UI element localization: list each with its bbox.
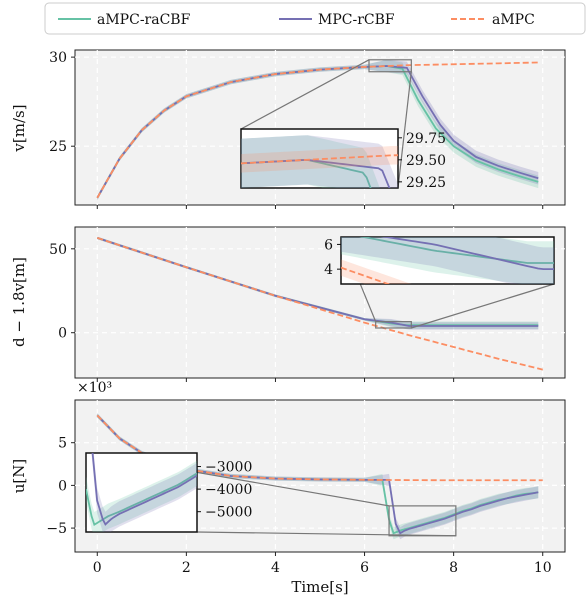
- inset-plot: [86, 453, 197, 532]
- panel-input-inset: −3000 −4000 −5000: [85, 452, 457, 537]
- inset-tick-label-1: 29.50: [406, 153, 446, 169]
- inset-tick-label-0: 4: [324, 262, 333, 278]
- panel-velocity-ylabel: v[m/s]: [10, 104, 28, 152]
- panel-distance-grid: [75, 227, 565, 378]
- y-tick-label-0: −5: [46, 521, 67, 537]
- panel-distance-inset: 46: [324, 236, 555, 329]
- series-line-ampc: [96, 414, 543, 482]
- panel-distance: 050 d − 1.8v[m] 46: [10, 226, 566, 382]
- x-tick-label-4: 8: [449, 560, 458, 576]
- zoom-connector-2: [196, 531, 456, 537]
- inset-line-ampc: [341, 266, 391, 284]
- y-tick-label-0: 25: [49, 139, 67, 155]
- panel-velocity: 25 30 v[m/s] 29.25 29.50 29.75: [10, 49, 566, 209]
- series-line-ampc: [96, 61, 539, 199]
- zoom-region: [375, 321, 412, 329]
- zoom-connector-2: [397, 71, 412, 189]
- panel-input-multiplier: ×10³: [77, 380, 112, 396]
- panel-input: −5 0 5 0 2 4 6 8 10 u[N] ×10³ Time[s] −3000 −4000…: [10, 380, 566, 596]
- inset-band-ampc: [341, 259, 412, 284]
- inset-band-ampc: [241, 145, 398, 173]
- inset-line-mpc-rcbf: [91, 453, 197, 526]
- panel-distance-ylabel: d − 1.8v[m]: [10, 257, 28, 347]
- panel-input-lines: [96, 414, 543, 535]
- inset-frame: [240, 128, 399, 189]
- legend-label-1: MPC-rCBF: [318, 12, 395, 28]
- inset-tick-label-1: 6: [324, 237, 333, 253]
- y-tick-label-2: 5: [58, 436, 67, 452]
- x-tick-label-1: 2: [182, 560, 191, 576]
- inset-band-ampc-racbf: [241, 135, 380, 188]
- zoom-connector-2: [411, 283, 555, 329]
- panel-velocity-lines: [96, 61, 539, 199]
- x-tick-label-3: 6: [360, 560, 369, 576]
- inset-tick-label-2: 29.75: [406, 131, 446, 147]
- series-line-ampc: [96, 237, 543, 371]
- inset-line-mpc-rcbf: [241, 158, 391, 188]
- legend-label-0: aMPC-raCBF: [97, 12, 191, 28]
- inset-tick-label-2: −5000: [205, 505, 252, 521]
- panel-input-ylabel: u[N]: [10, 459, 28, 494]
- y-tick-label-1: 50: [49, 242, 67, 258]
- inset-band-mpc-rcbf: [341, 237, 554, 284]
- y-tick-label-1: 30: [49, 50, 67, 66]
- zoom-region: [368, 59, 412, 73]
- legend-label-2: aMPC: [492, 12, 535, 28]
- inset-line-ampc-racbf: [359, 237, 554, 264]
- legend: aMPC-raCBF MPC-rCBF aMPC: [44, 2, 586, 35]
- inset-tick-label-0: −3000: [205, 460, 252, 476]
- panel-distance-lines: [96, 237, 543, 371]
- panel-distance-ticks: 0 50: [49, 242, 544, 382]
- y-tick-label-1: 0: [58, 478, 67, 494]
- panel-velocity-inset: 29.25 29.50 29.75: [240, 59, 446, 191]
- inset-line-ampc-racbf: [86, 472, 197, 527]
- inset-band-mpc-rcbf: [91, 453, 197, 532]
- inset-line-ampc: [241, 154, 398, 165]
- y-tick-label-0: 0: [58, 326, 67, 342]
- panel-input-ticks: −5 0 5 0 2 4 6 8 10: [46, 436, 551, 576]
- panel-velocity-ticks: 25 30: [49, 50, 544, 209]
- inset-tick-label-0: 29.25: [406, 175, 446, 191]
- x-axis-label: Time[s]: [291, 578, 348, 596]
- inset-band-ampc-racbf: [341, 237, 554, 284]
- zoom-connector-1: [240, 59, 370, 130]
- x-tick-label-5: 10: [534, 560, 552, 576]
- inset-plot: [341, 237, 554, 284]
- x-tick-label-0: 0: [93, 560, 102, 576]
- inset-line-mpc-rcbf: [380, 237, 554, 271]
- x-tick-label-2: 4: [271, 560, 280, 576]
- inset-frame: [340, 236, 555, 285]
- inset-plot: [241, 135, 398, 188]
- legend-frame: [44, 2, 586, 35]
- inset-tick-label-1: −4000: [205, 482, 252, 498]
